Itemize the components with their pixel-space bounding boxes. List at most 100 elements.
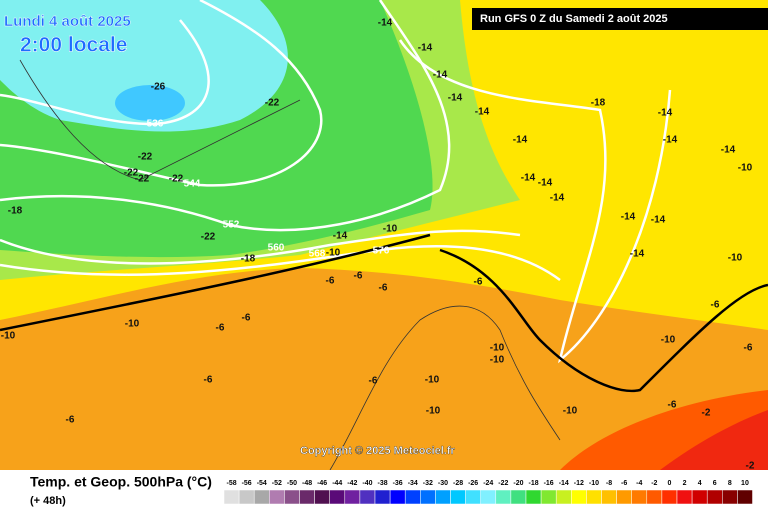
scale-label: -30 [438,480,448,487]
scale-label: -54 [257,480,267,487]
scale-swatch [284,489,300,505]
scale-swatch [404,489,421,505]
contour-label: -10 [490,355,505,366]
contour-label: -14 [658,108,673,119]
contour-label: -10 [738,163,753,174]
contour-label: -22 [265,98,280,109]
cyan-zone [0,0,288,132]
scale-label: -4 [636,480,642,487]
contour-label: -14 [630,249,645,260]
scale-swatch [661,489,678,505]
scale-swatch [344,489,361,505]
scale-label: -46 [317,480,327,487]
isohypse [0,19,210,126]
contour-label: -6 [474,277,483,288]
contour-label: -6 [242,313,251,324]
scale-swatch [480,489,497,505]
contour-label: -2 [746,461,755,472]
scale-label: -8 [606,480,612,487]
scale-swatch [631,489,648,505]
lead-time: (+ 48h) [30,495,66,507]
contour-label: -14 [513,135,528,146]
scale-label: 2 [683,480,687,487]
coastline [329,305,561,471]
contour-label: -14 [721,145,736,156]
contour-label: -10 [563,406,578,417]
contour-label: -14 [418,43,433,54]
contour-label: -6 [66,415,75,426]
scale-label: -20 [513,480,523,487]
front-line [0,233,768,393]
contour-label: -14 [448,93,463,104]
scale-swatch [737,489,753,505]
scale-swatch [253,489,270,505]
contour-label: -14 [651,215,666,226]
scale-swatch [691,489,708,505]
scale-swatch [571,489,587,505]
contour-label: -18 [591,98,606,109]
contour-label: -18 [8,206,23,217]
contour-label: 536 [147,119,164,130]
contour-label: -22 [201,232,216,243]
scale-swatch [646,489,663,505]
scale-swatch [435,489,451,505]
scale-label: -34 [408,480,418,487]
scale-label: 6 [713,480,717,487]
scale-label: -18 [528,480,538,487]
contour-label: -10 [425,375,440,386]
scale-label: -22 [498,480,508,487]
date: Lundi 4 août 2025 [4,13,131,30]
contour-label: -14 [538,178,553,189]
contour-label: -10 [326,248,341,259]
contour-label: -18 [241,254,256,265]
contour-label: -6 [379,283,388,294]
scale-label: 0 [667,480,671,487]
contour-label: -6 [216,323,225,334]
contour-label: -6 [744,343,753,354]
scale-swatch [616,489,632,505]
contour-label: -14 [378,18,393,29]
contour-label: -14 [433,70,448,81]
scale-swatch [676,489,693,505]
scale-label: -32 [423,480,433,487]
contour-label: -14 [521,173,536,184]
scale-swatch [374,489,391,505]
contour-label: -10 [490,343,505,354]
isohypse [0,0,323,187]
contour-label: -10 [426,406,441,417]
contour-label: -6 [711,300,720,311]
scale-swatch [555,489,572,505]
footer-title: Temp. et Geop. 500hPa (°C) [30,474,212,490]
scale-label: -52 [272,480,282,487]
contour-label: 560 [268,243,285,254]
scale-label: -42 [347,480,357,487]
contour-label: -26 [151,82,166,93]
scale-swatch [540,489,557,505]
scale-label: -38 [377,480,387,487]
contour-label: -6 [369,376,378,387]
scale-swatch [223,489,240,505]
scale-label: 10 [741,480,749,487]
scale-swatch [238,489,255,505]
run-text: Run GFS 0 Z du Samedi 2 août 2025 [480,13,668,25]
scale-label: -16 [544,480,554,487]
isohypse [0,229,521,265]
contour-label: -14 [475,107,490,118]
scale-swatch [359,489,376,505]
scale-swatch [269,489,285,505]
contour-label: -14 [550,193,565,204]
scale-label: 4 [698,480,702,487]
copyright: Copyright © 2025 Meteociel.fr [300,445,456,457]
scale-label: -58 [226,480,236,487]
scale-swatch [314,489,330,505]
contour-label: -10 [125,319,140,330]
contour-label: -6 [204,375,213,386]
scale-label: -50 [287,480,297,487]
scale-label: -6 [621,480,627,487]
scale-label: -44 [332,480,342,487]
contour-label: -22 [138,152,153,163]
contour-label: 552 [223,220,240,231]
scale-swatch [450,489,466,505]
